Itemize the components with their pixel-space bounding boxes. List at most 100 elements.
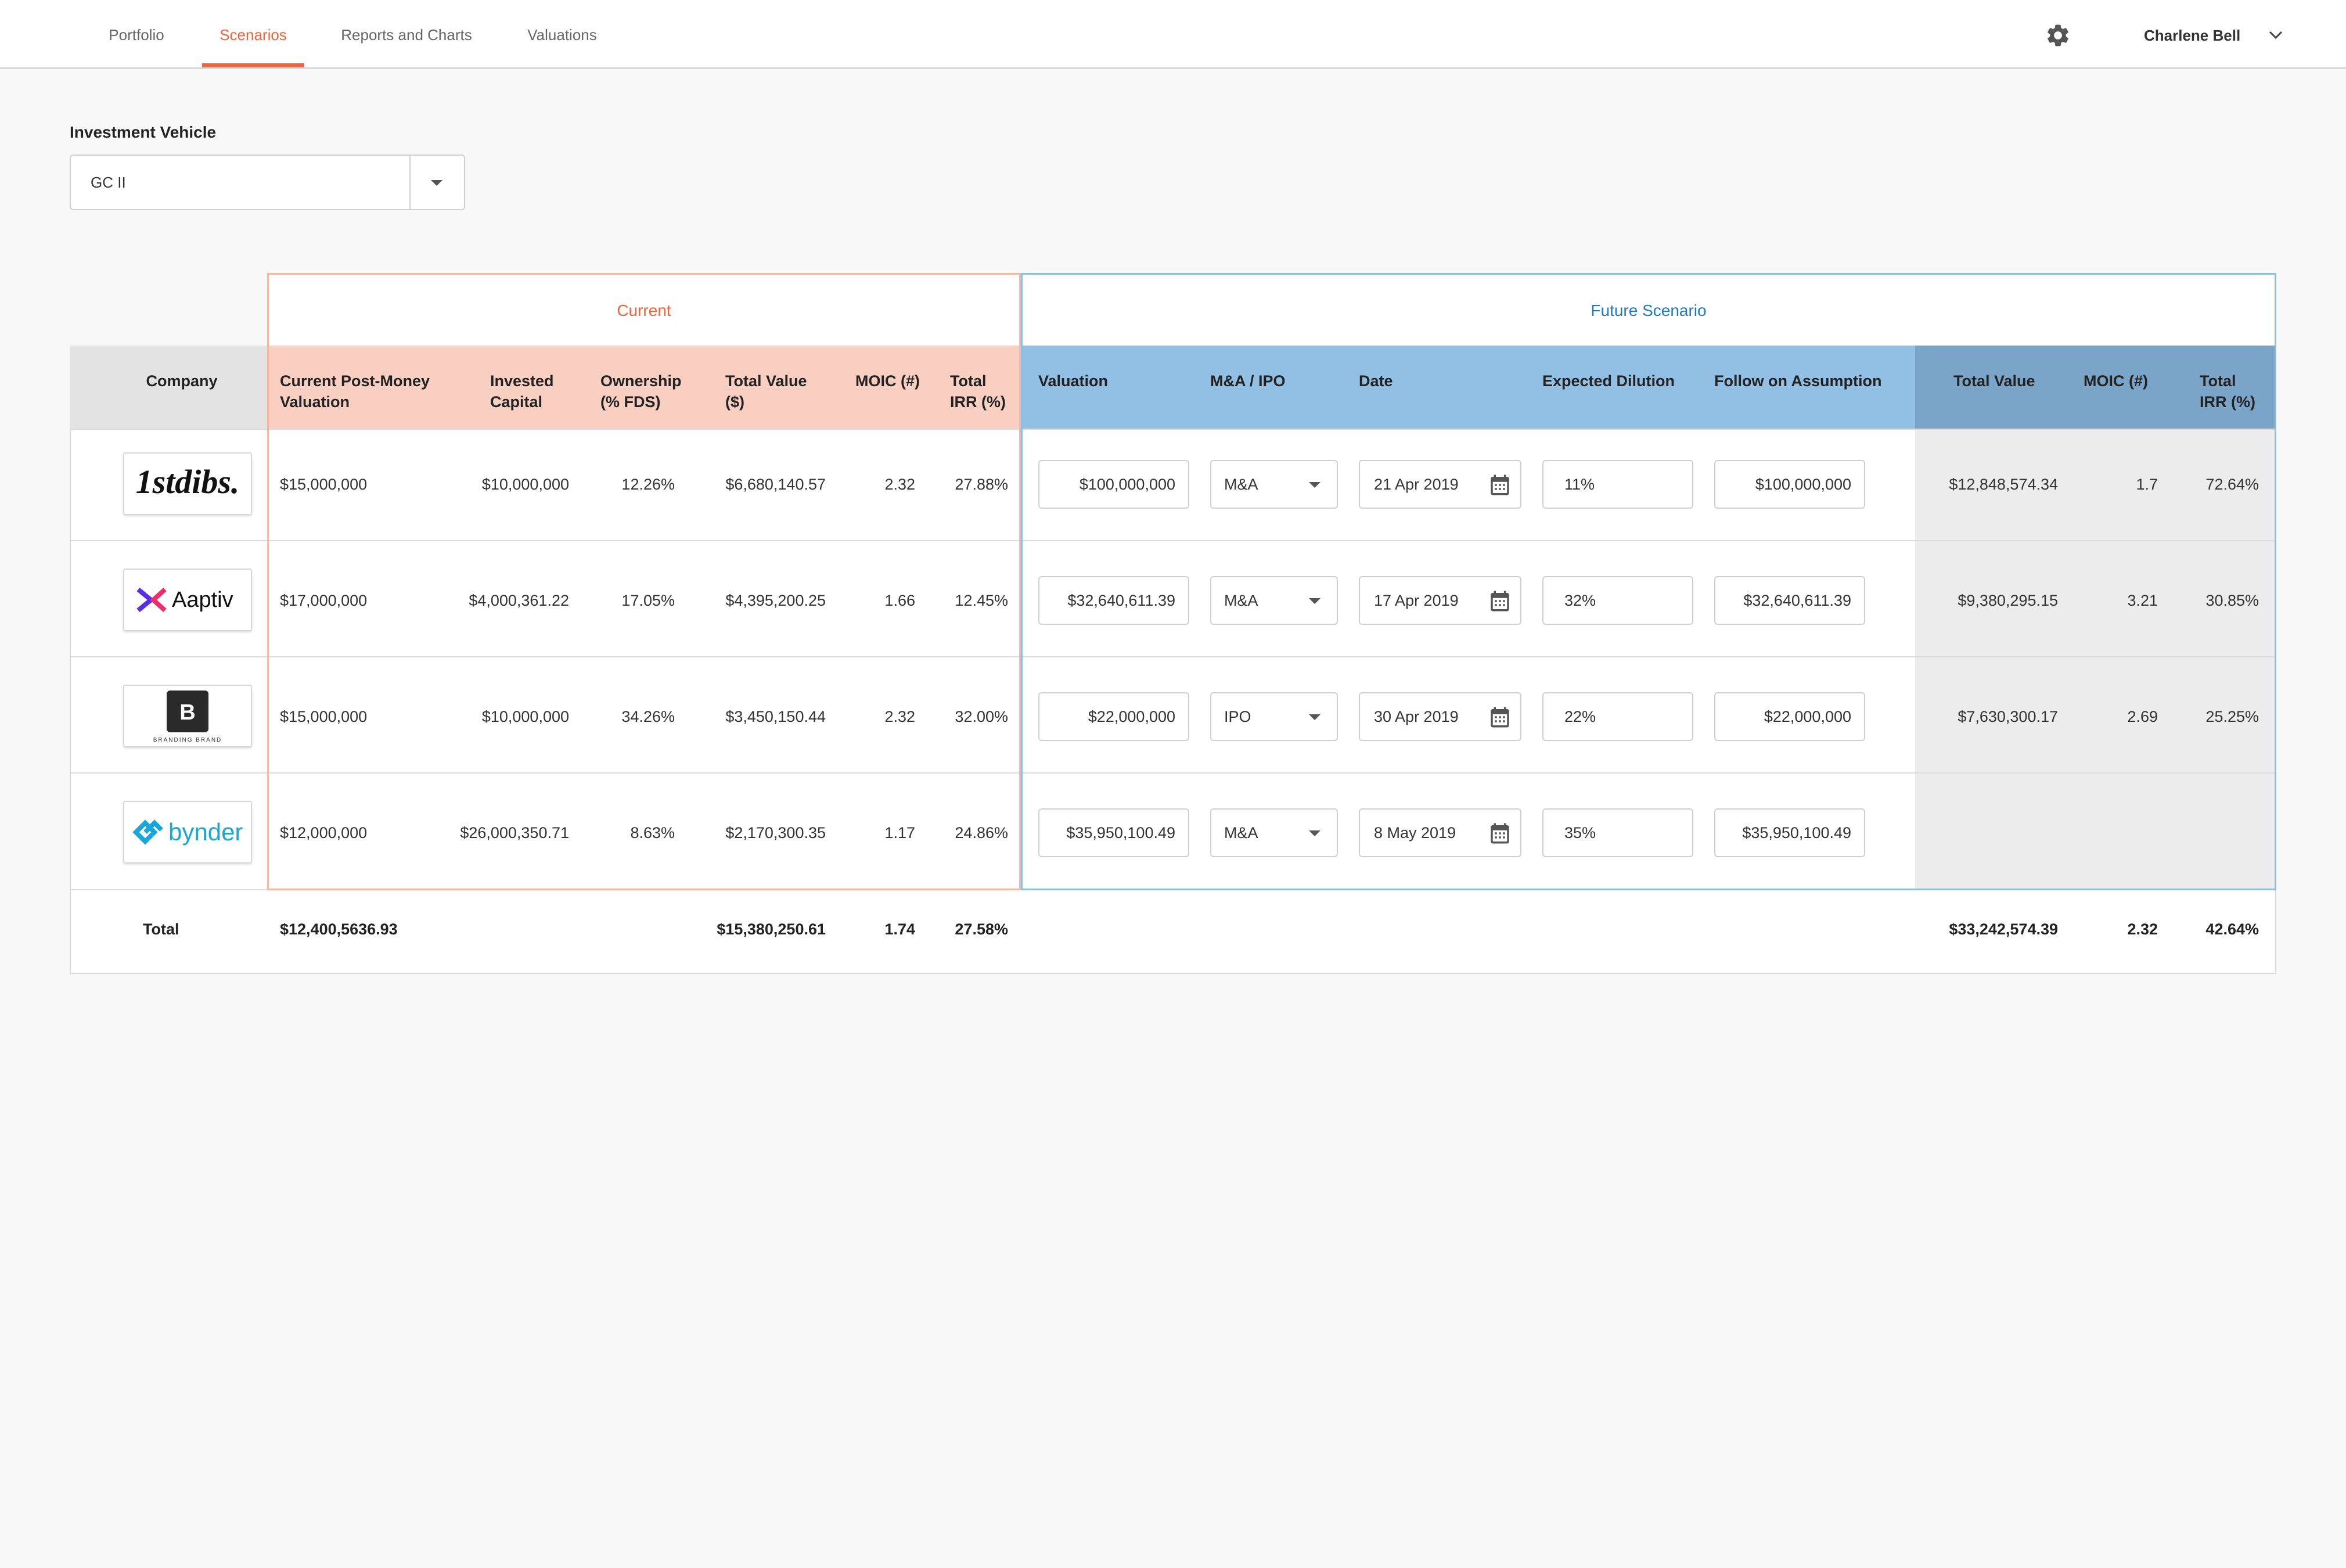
company-logo-1stdibs: 1stdibs. [123,452,252,515]
company-logo-bynder: bynder [123,801,252,864]
investment-vehicle-select[interactable]: GC II [70,154,465,210]
tab-valuations[interactable]: Valuations [527,26,597,44]
svg-text:BRANDING BRAND: BRANDING BRAND [153,737,222,743]
cell-invested-capital: $4,000,361.22 [469,592,569,609]
future-valuation-input[interactable] [1038,460,1189,509]
select-divider [409,156,411,209]
total-moic: 1.74 [884,920,915,938]
tab-portfolio[interactable]: Portfolio [109,26,164,44]
date-value: 21 Apr 2019 [1374,476,1459,493]
follow-on-input[interactable] [1714,808,1865,857]
caret-down-icon [1309,830,1320,836]
cell-ownership: 12.26% [621,476,675,493]
results-header-bg [1915,346,2276,429]
header-expected-dilution: Expected Dilution [1542,372,1675,390]
investment-vehicle-label: Investment Vehicle [70,123,217,141]
header-future-valuation: Valuation [1038,372,1109,390]
cell-result-total-value: $12,848,574.34 [1949,476,2058,493]
follow-on-input[interactable] [1714,460,1865,509]
calendar-icon[interactable] [1488,821,1512,846]
header-exit-type: M&A / IPO [1210,372,1286,390]
calendar-icon[interactable] [1488,705,1512,729]
cell-result-moic: 3.21 [2127,592,2158,609]
caret-down-icon [1309,482,1320,488]
date-picker[interactable]: 8 May 2019 [1359,808,1521,857]
date-picker[interactable]: 30 Apr 2019 [1359,692,1521,741]
cell-result-moic: 1.7 [2136,476,2158,493]
header-result-irr: Total IRR (%) [2200,372,2255,411]
date-picker[interactable]: 17 Apr 2019 [1359,576,1521,625]
exit-type-select[interactable]: M&A [1210,576,1338,625]
exit-type-value: M&A [1224,476,1258,493]
header-ownership: Ownership (% FDS) [600,372,682,411]
exit-type-select[interactable]: M&A [1210,808,1338,857]
cell-total-irr: 12.45% [955,592,1008,609]
current-header-bg [267,346,1021,429]
header-result-total-value: Total Value [1953,372,2035,390]
cell-post-money: $12,000,000 [280,824,368,841]
chevron-down-icon[interactable] [2268,28,2284,42]
follow-on-input[interactable] [1714,692,1865,741]
scenario-table [70,346,2276,974]
header-moic: MOIC (#) [855,372,920,390]
cell-total-value: $6,680,140.57 [725,476,826,493]
future-valuation-input[interactable] [1038,692,1189,741]
cell-result-moic: 2.69 [2127,708,2158,725]
date-value: 30 Apr 2019 [1374,708,1459,725]
header-post-money: Current Post-Money Valuation [280,372,430,411]
cell-total-value: $2,170,300.35 [725,824,826,841]
caret-down-icon [1309,598,1320,604]
current-group-header [267,273,1021,346]
cell-moic: 2.32 [884,476,915,493]
svg-text:1stdibs.: 1stdibs. [136,463,240,501]
results-column-bg [1915,429,2276,890]
company-logo-aaptiv: Aaptiv [123,569,252,631]
cell-ownership: 8.63% [630,824,675,841]
company-logo-branding-brand: B BRANDING BRAND [123,685,252,747]
header-company: Company [146,372,218,390]
follow-on-input[interactable] [1714,576,1865,625]
future-group-header [1021,273,2276,346]
header-total-irr: Total IRR (%) [950,372,1006,411]
cell-post-money: $15,000,000 [280,708,368,725]
calendar-icon[interactable] [1488,589,1512,613]
total-result-total-value: $33,242,574.39 [1949,920,2058,938]
expected-dilution-input[interactable] [1542,460,1693,509]
cell-post-money: $15,000,000 [280,476,368,493]
date-picker[interactable]: 21 Apr 2019 [1359,460,1521,509]
row-divider [70,540,2276,541]
gear-icon[interactable] [2045,22,2071,49]
investment-vehicle-value: GC II [91,174,126,191]
cell-invested-capital: $26,000,350.71 [460,824,569,841]
row-divider [70,889,2276,890]
caret-down-icon[interactable] [431,180,442,186]
cell-invested-capital: $10,000,000 [481,708,569,725]
exit-type-select[interactable]: M&A [1210,460,1338,509]
future-header-bg [1021,346,1915,429]
tab-reports-and-charts[interactable]: Reports and Charts [341,26,472,44]
date-value: 17 Apr 2019 [1374,592,1459,609]
future-group-title: Future Scenario [1591,301,1707,319]
cell-invested-capital: $10,000,000 [481,476,569,493]
total-irr: 27.58% [955,920,1008,938]
exit-type-value: M&A [1224,592,1258,609]
cell-result-total-value: $7,630,300.17 [1958,708,2058,725]
cell-moic: 1.17 [884,824,915,841]
current-group-title: Current [617,301,671,319]
calendar-icon[interactable] [1488,473,1512,497]
future-valuation-input[interactable] [1038,576,1189,625]
exit-type-select[interactable]: IPO [1210,692,1338,741]
future-valuation-input[interactable] [1038,808,1189,857]
cell-post-money: $17,000,000 [280,592,368,609]
svg-text:B: B [179,700,195,725]
expected-dilution-input[interactable] [1542,576,1693,625]
total-post-money: $12,400,5636.93 [280,920,398,938]
tab-scenarios[interactable]: Scenarios [202,0,304,67]
header-result-moic: MOIC (#) [2084,372,2148,390]
user-name[interactable]: Charlene Bell [2144,27,2241,44]
cell-total-value: $4,395,200.25 [725,592,826,609]
cell-result-irr: 72.64% [2205,476,2259,493]
expected-dilution-input[interactable] [1542,808,1693,857]
expected-dilution-input[interactable] [1542,692,1693,741]
total-result-irr: 42.64% [2205,920,2259,938]
